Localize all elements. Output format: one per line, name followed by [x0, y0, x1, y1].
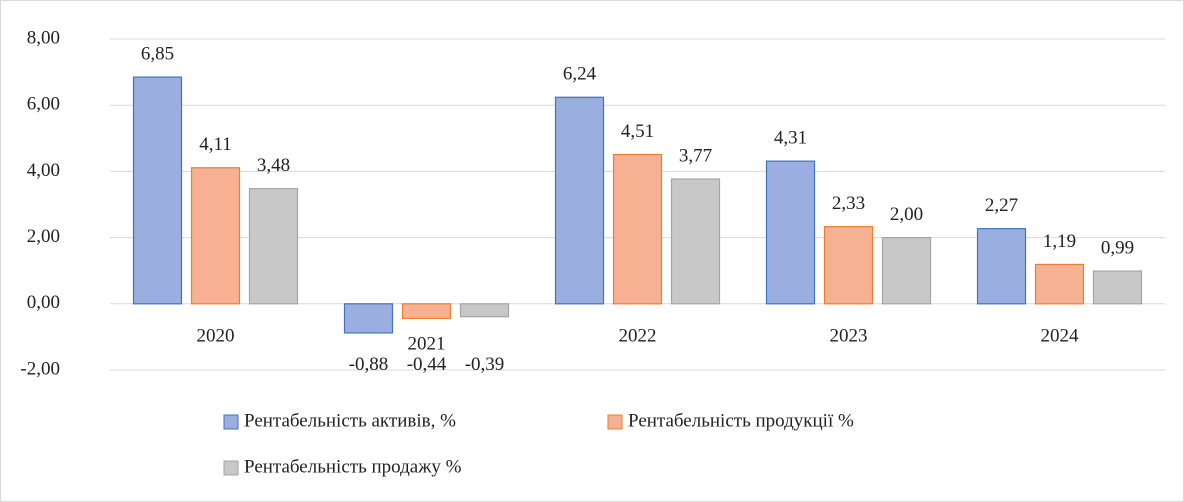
x-tick-label: 2020 — [197, 325, 235, 346]
x-tick-label: 2021 — [408, 333, 446, 354]
legend-label: Рентабельність продажу % — [244, 456, 462, 477]
bar — [343, 303, 394, 334]
y-tick-label: 8,00 — [27, 27, 60, 48]
value-label: 2,33 — [832, 193, 865, 214]
x-tick-label: 2024 — [1041, 325, 1080, 346]
value-label: -0,39 — [465, 354, 505, 375]
value-label: 3,77 — [679, 145, 712, 166]
legend-swatch — [223, 460, 239, 476]
bar — [554, 96, 605, 305]
bar — [823, 226, 874, 305]
value-label: 4,11 — [199, 134, 232, 155]
legend-label: Рентабельність активів, % — [244, 410, 456, 431]
value-label: 3,48 — [257, 155, 290, 176]
y-tick-label: 6,00 — [27, 94, 60, 115]
value-label: 2,27 — [985, 195, 1018, 216]
value-label: 6,24 — [563, 64, 597, 85]
value-label: 4,31 — [774, 127, 807, 148]
value-label: 4,51 — [621, 121, 654, 142]
legend-swatch — [607, 414, 623, 430]
bar — [401, 303, 452, 319]
value-label: 1,19 — [1043, 231, 1076, 252]
legend-label: Рентабельність продукції % — [628, 410, 854, 431]
value-label: -0,44 — [407, 354, 447, 375]
value-label: 6,85 — [141, 43, 174, 64]
y-tick-label: -2,00 — [20, 358, 60, 379]
x-tick-label: 2023 — [830, 325, 868, 346]
value-label: -0,88 — [349, 354, 389, 375]
bar — [248, 188, 299, 305]
bar — [765, 160, 816, 305]
x-tick-label: 2022 — [619, 325, 657, 346]
bar — [1092, 270, 1143, 305]
bar — [612, 153, 663, 305]
y-tick-label: 0,00 — [27, 292, 60, 313]
bar — [1034, 263, 1085, 305]
bar — [976, 228, 1027, 305]
bar — [881, 237, 932, 305]
bar — [670, 178, 721, 305]
bar — [132, 76, 183, 305]
y-tick-label: 2,00 — [27, 226, 60, 247]
value-label: 2,00 — [890, 204, 923, 225]
legend-swatch — [223, 414, 239, 430]
y-tick-label: 4,00 — [27, 160, 60, 181]
value-label: 0,99 — [1101, 237, 1134, 258]
bar — [459, 303, 510, 318]
bar — [190, 167, 241, 305]
